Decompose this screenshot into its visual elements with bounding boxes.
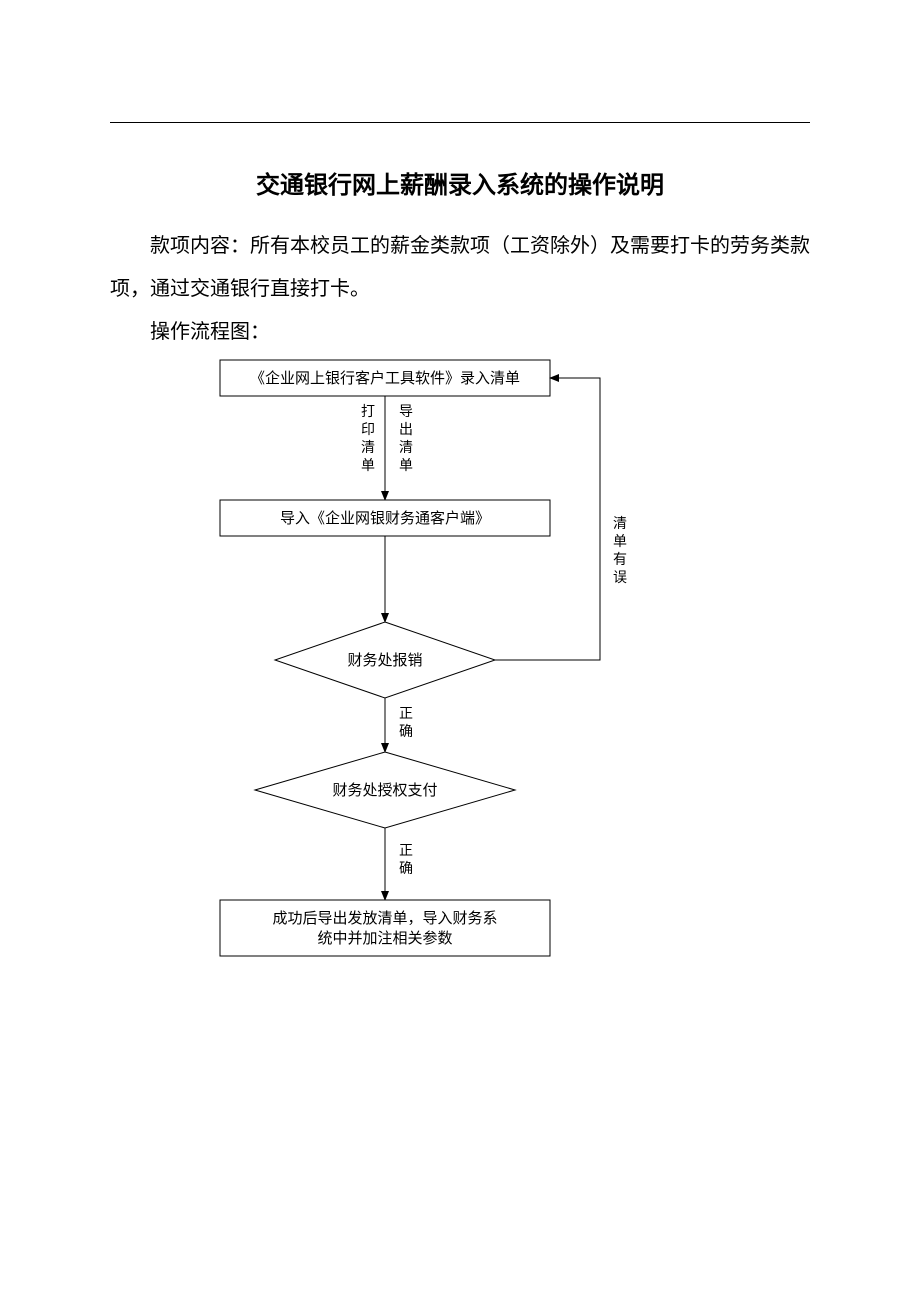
svg-text:清: 清 — [613, 516, 627, 532]
flow-node-import-client-label: 导入《企业网银财务通客户端》 — [280, 509, 490, 527]
svg-text:确: 确 — [399, 861, 413, 877]
document-page: 交通银行网上薪酬录入系统的操作说明 款项内容：所有本校员工的薪金类款项（工资除外… — [0, 0, 920, 1302]
flow-node-export-result — [220, 900, 550, 956]
flow-edge-3-4-label: 正 确 — [399, 707, 413, 740]
flowchart: 《企业网上银行客户工具软件》录入清单 打 印 清 单 导 出 清 单 导入《企业… — [110, 360, 810, 1060]
flow-edge-feedback-label: 清 单 有 误 — [613, 516, 627, 586]
svg-text:单: 单 — [361, 458, 375, 474]
document-title: 交通银行网上薪酬录入系统的操作说明 — [0, 165, 920, 200]
paragraph-flow-label: 操作流程图： — [110, 311, 810, 354]
svg-text:有: 有 — [613, 552, 627, 568]
svg-text:正: 正 — [399, 707, 413, 722]
flow-node-fin-reimburse-label: 财务处报销 — [347, 652, 422, 669]
document-body: 款项内容：所有本校员工的薪金类款项（工资除外）及需要打卡的劳务类款项，通过交通银… — [110, 225, 810, 354]
svg-text:出: 出 — [399, 422, 413, 438]
svg-text:印: 印 — [361, 422, 375, 438]
flow-edge-4-5-label: 正 确 — [399, 844, 413, 877]
horizontal-divider — [110, 122, 810, 123]
paragraph-content: 款项内容：所有本校员工的薪金类款项（工资除外）及需要打卡的劳务类款项，通过交通银… — [110, 225, 810, 311]
svg-text:正: 正 — [399, 844, 413, 859]
flow-node-export-result-label-1: 成功后导出发放清单，导入财务系 — [272, 910, 497, 927]
svg-text:确: 确 — [399, 724, 413, 740]
svg-text:清: 清 — [361, 440, 375, 456]
flow-edge-1-2-label-export: 导 出 清 单 — [399, 405, 413, 474]
svg-text:清: 清 — [399, 440, 413, 456]
flow-node-export-result-label-2: 统中并加注相关参数 — [317, 930, 452, 947]
svg-text:误: 误 — [613, 570, 627, 586]
svg-text:导: 导 — [399, 405, 413, 420]
svg-text:单: 单 — [613, 534, 627, 550]
flow-node-fin-authorize-label: 财务处授权支付 — [332, 782, 437, 799]
svg-text:打: 打 — [361, 403, 375, 420]
flow-node-input-list-label: 《企业网上银行客户工具软件》录入清单 — [250, 369, 520, 387]
flow-edge-1-2-label-print: 打 印 清 单 — [361, 403, 375, 474]
svg-text:单: 单 — [399, 458, 413, 474]
